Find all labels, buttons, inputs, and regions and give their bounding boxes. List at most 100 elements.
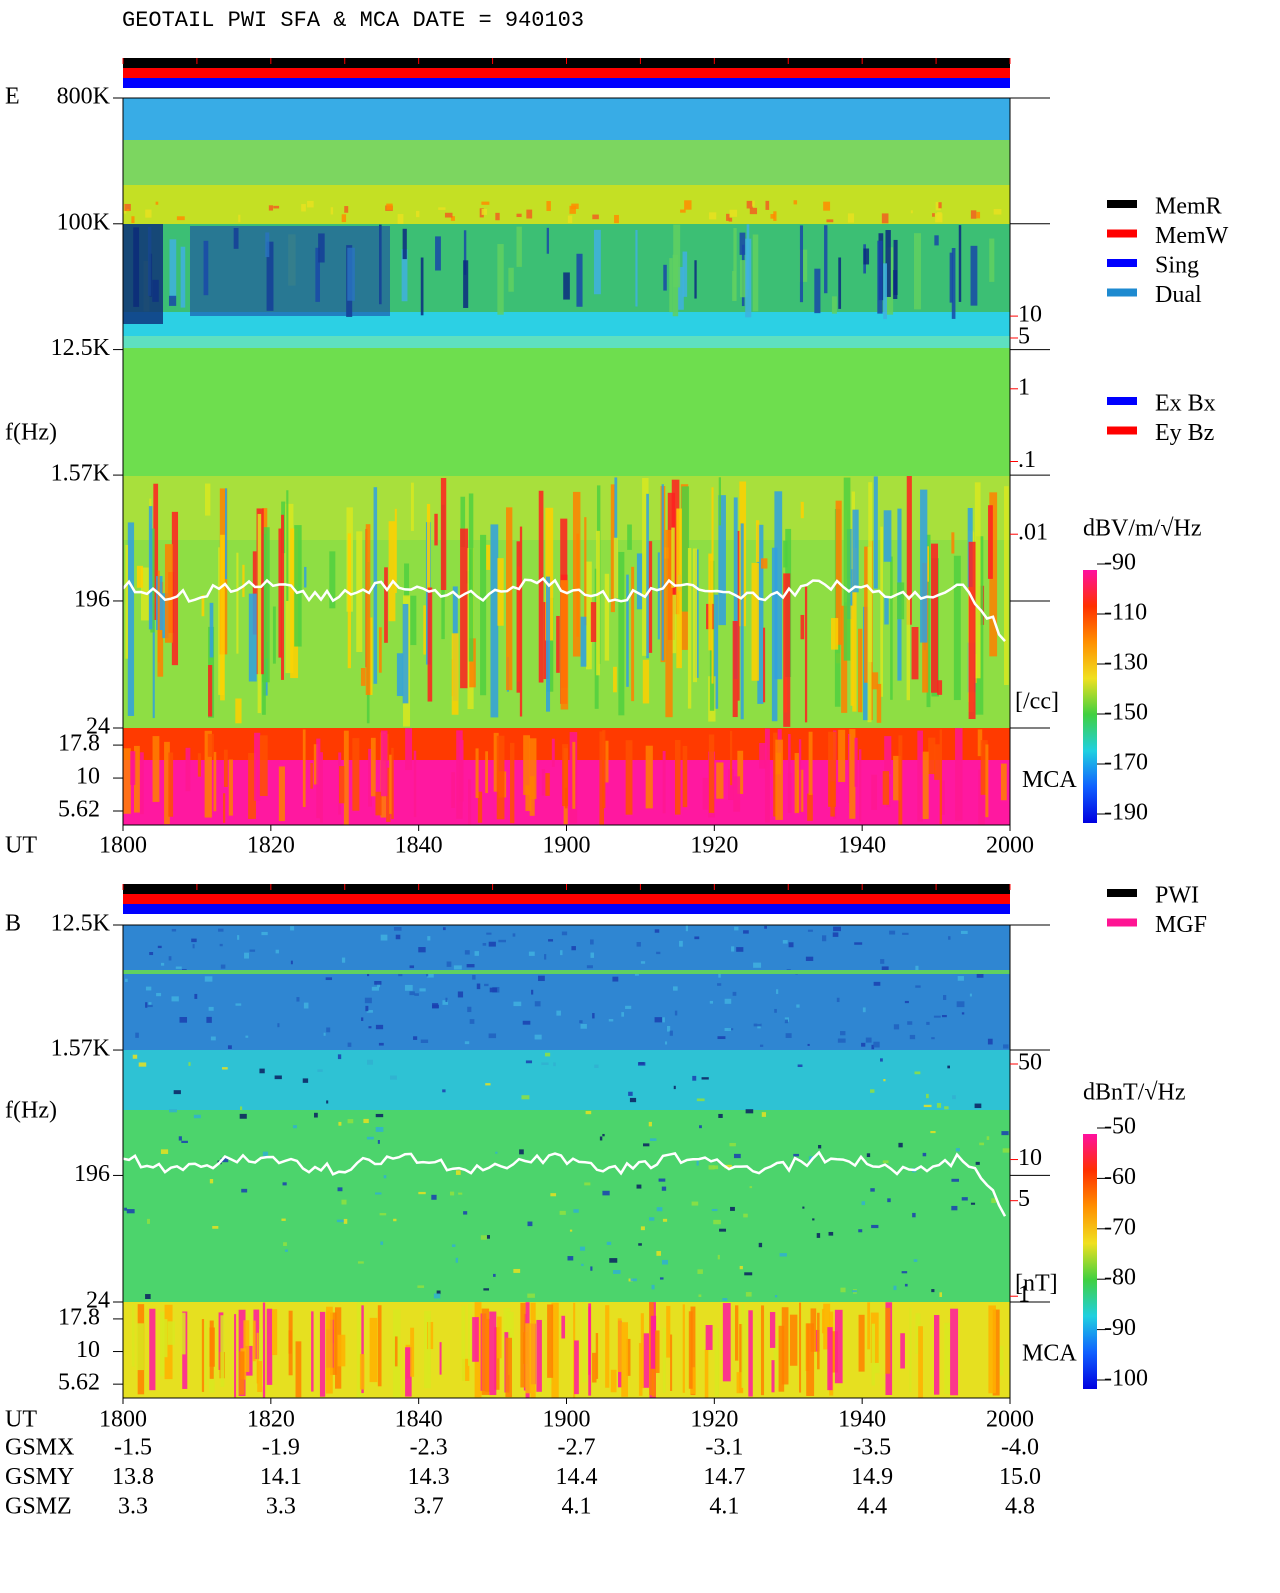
spectrogram-cell [676, 508, 682, 669]
spectrogram-cell [171, 928, 177, 932]
spectrogram-cell [985, 744, 989, 818]
spectrogram-cell [808, 1156, 813, 1162]
spectrogram-cell [208, 1006, 214, 1011]
spectrogram-cell [675, 739, 681, 815]
spectrogram-cell [485, 1083, 491, 1086]
legend-label: MemR [1155, 194, 1222, 220]
spectrogram-cell [592, 1352, 597, 1383]
spectrogram-cell [438, 207, 446, 210]
spectrogram-cell [326, 1027, 331, 1033]
spectrogram-cell [337, 1187, 343, 1192]
spectrogram-cell [673, 224, 681, 288]
spectrogram-cell [338, 1121, 342, 1126]
colorbar-tick-label: -110 [1104, 600, 1147, 626]
spectrogram-cell [360, 668, 366, 686]
spectrogram-cell [759, 742, 767, 769]
spectrogram-cell [732, 621, 738, 718]
spectrogram-cell [313, 744, 319, 785]
spectrogram-cell [213, 751, 217, 812]
spectrogram-cell [893, 1285, 897, 1291]
spectrogram-cell [402, 603, 409, 704]
spectrogram-cell [413, 750, 417, 818]
spectrogram-cell [561, 1315, 566, 1339]
spectrogram-cell [932, 213, 935, 217]
spectrogram-cell [436, 1290, 441, 1295]
spectrogram-cell [278, 528, 282, 658]
spectrogram-cell [125, 544, 129, 659]
legend-swatch [1107, 426, 1137, 435]
spectrogram-cell [588, 1303, 592, 1396]
spectrogram-cell [497, 244, 504, 315]
spectrogram-cell [162, 1319, 168, 1358]
spectrogram-cell [948, 936, 951, 940]
spectrogram-cell [734, 926, 739, 931]
spectrogram-cell [680, 209, 686, 213]
spectrogram-cell [670, 1334, 673, 1391]
spectrogram-cell [733, 497, 738, 680]
spectrogram-cell [254, 732, 261, 801]
spectrogram-cell [915, 965, 919, 972]
y-axis-label: f(Hz) [5, 1098, 57, 1124]
spectrogram-band [123, 98, 1010, 140]
spectrogram-cell [405, 728, 413, 771]
spectrogram-cell [654, 929, 660, 933]
spectrogram-cell [774, 1008, 777, 1013]
spectrogram-cell [536, 1319, 542, 1392]
colorbar [1083, 570, 1097, 823]
spectrogram-cell [319, 752, 323, 823]
spectrogram-cell [657, 552, 660, 640]
spectrogram-cell [484, 983, 489, 987]
spectrogram-cell [544, 954, 547, 960]
spectrogram-cell [807, 929, 813, 932]
spectrogram-cell [884, 595, 889, 625]
legend-label: Ex Bx [1155, 391, 1216, 417]
spectrogram-cell [865, 1037, 872, 1043]
spectrogram-cell [969, 993, 972, 997]
spectrogram-cell [638, 1243, 642, 1246]
spectrogram-cell [548, 939, 554, 942]
spectrogram-cell [814, 268, 821, 314]
spectrogram-cell [1003, 486, 1009, 685]
spectrogram-cell [939, 729, 943, 825]
spectrogram-cell [612, 976, 619, 982]
spectrogram-cell [708, 212, 717, 220]
spectrogram-cell [347, 1042, 352, 1047]
spectrogram-cell [181, 1140, 188, 1144]
spectrogram-cell [442, 1089, 446, 1093]
spectrogram-cell [420, 1039, 429, 1043]
spectrogram-cell [783, 573, 791, 727]
spectrogram-cell [904, 1283, 908, 1287]
spectrogram-cell [937, 680, 943, 695]
spectrogram-cell [697, 1269, 703, 1274]
spectrogram-cell [958, 225, 962, 302]
spectrogram-cell [380, 1241, 384, 1245]
spectrogram-cell [272, 1309, 278, 1356]
spectrogram-cell [194, 993, 198, 999]
spectrogram-cell [369, 1317, 378, 1383]
spectrogram-cell [257, 513, 262, 714]
spectrogram-cell [579, 1020, 583, 1024]
spectrogram-cell [516, 213, 522, 218]
x-tick-label: 1820 [247, 1407, 295, 1433]
spectrogram-cell [824, 225, 828, 294]
spectrogram-cell [516, 541, 521, 693]
spectrogram-cell [341, 214, 347, 223]
spectrogram-cell [359, 1354, 365, 1390]
spectrogram-cell [580, 1023, 587, 1029]
x-tick-label: 1900 [543, 1407, 591, 1433]
spectrogram-cell [223, 793, 226, 823]
spectrogram-cell [284, 1249, 288, 1252]
spectrogram-cell [153, 483, 159, 620]
spectrogram-cell [830, 781, 835, 817]
spectrogram-cell [310, 763, 313, 789]
mca-label: MCA [1022, 1341, 1077, 1367]
spectrogram-cell [944, 1106, 949, 1110]
spectrogram-cell [871, 1044, 875, 1050]
spectrogram-cell [926, 546, 930, 582]
spectrogram-cell [664, 1041, 668, 1045]
spectrogram-cell [590, 1266, 593, 1271]
spectrogram-cell [979, 1142, 985, 1146]
spectrogram-cell [481, 1308, 490, 1395]
spectrogram-cell [178, 1136, 182, 1141]
